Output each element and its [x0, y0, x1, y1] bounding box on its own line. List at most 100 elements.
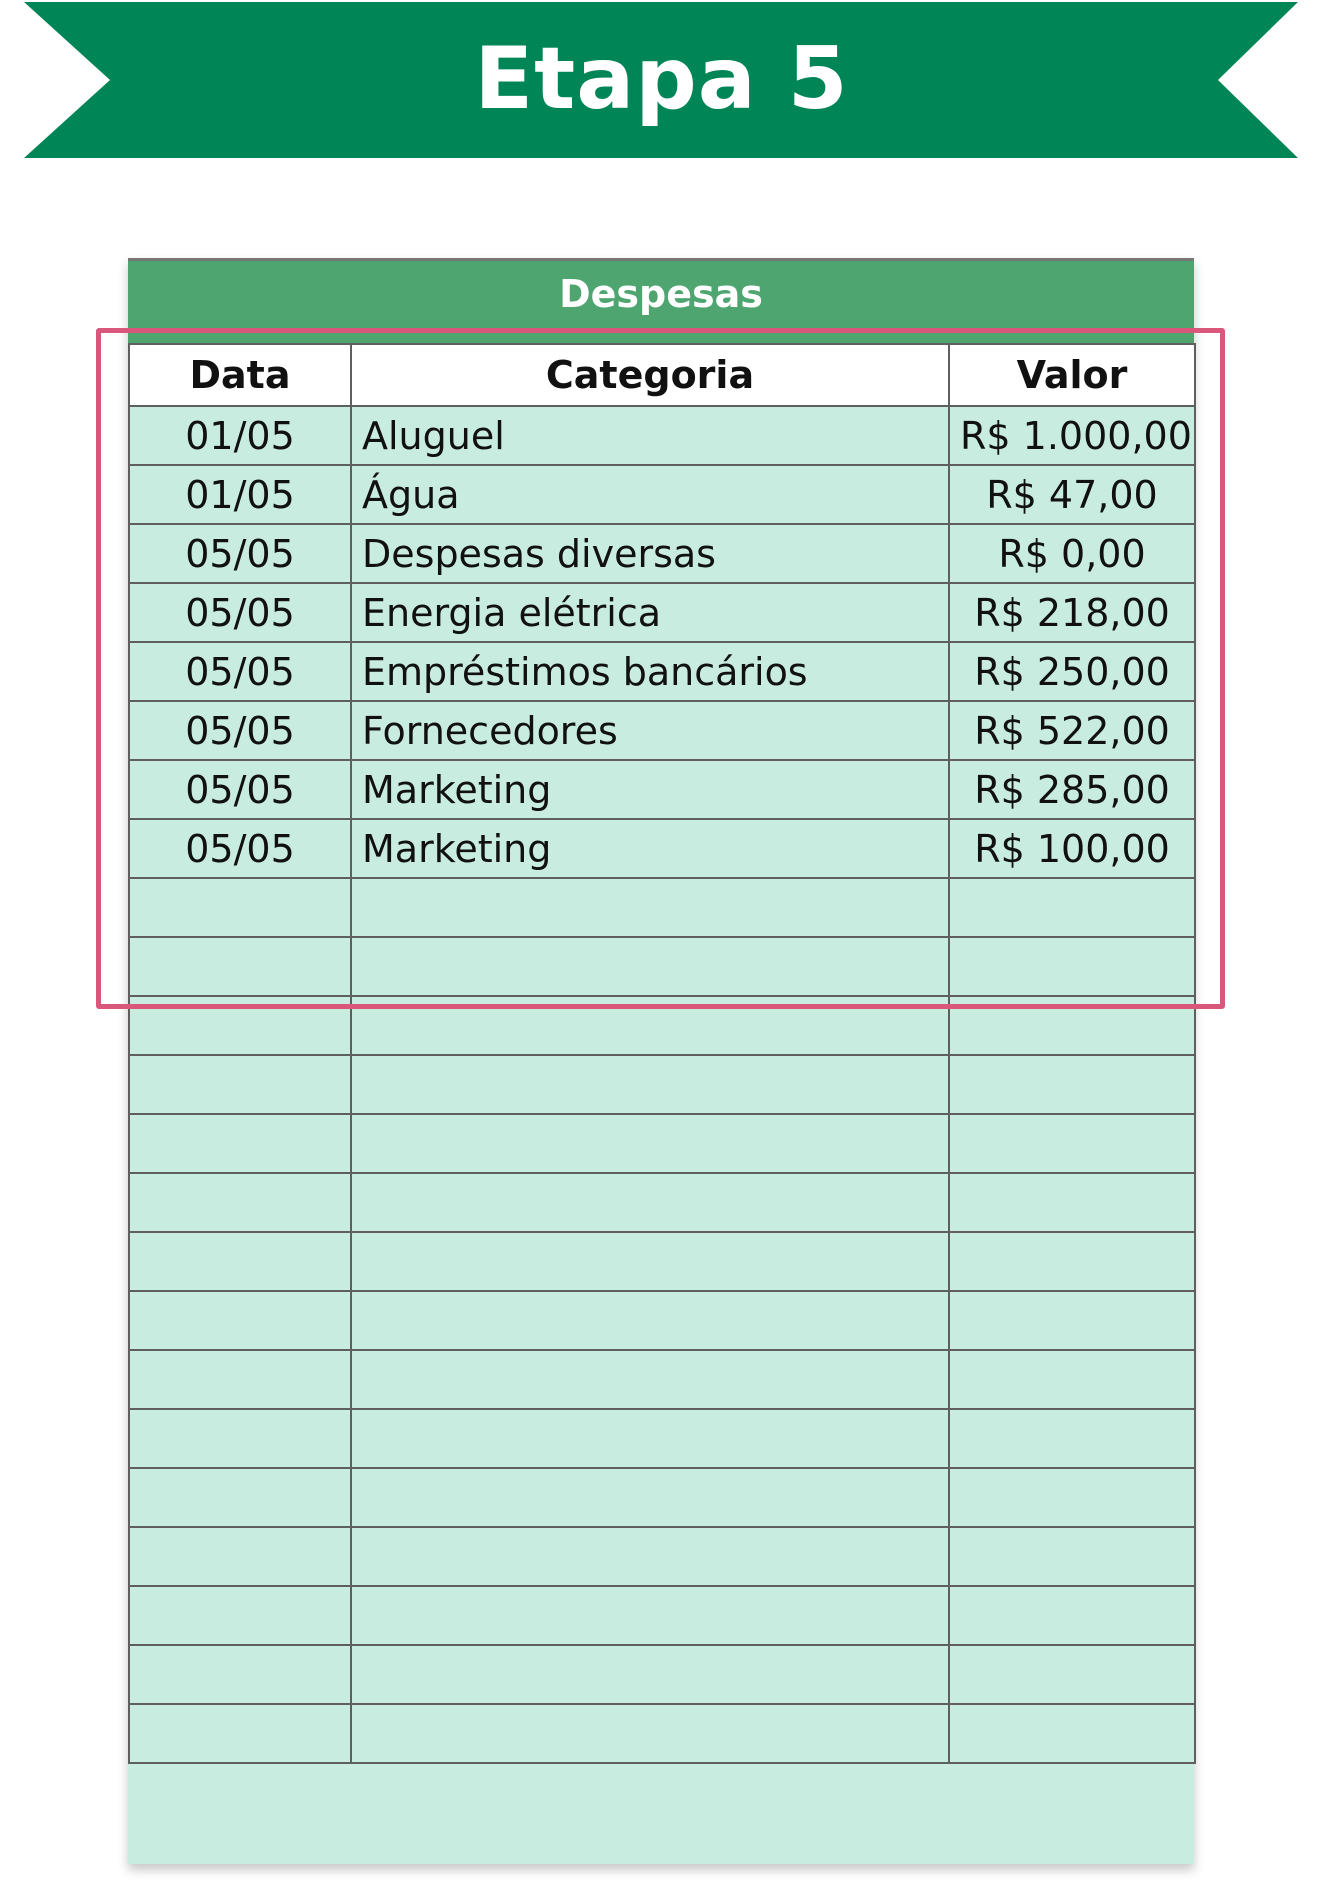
empty-cell[interactable] — [948, 1644, 1196, 1705]
empty-table-row — [128, 936, 1196, 997]
cell-category[interactable]: Aluguel — [350, 405, 950, 466]
cell-date[interactable]: 05/05 — [128, 641, 352, 702]
cell-category[interactable]: Energia elétrica — [350, 582, 950, 643]
table-row: 05/05 Fornecedores R$ 522,00 — [128, 700, 1196, 761]
empty-cell[interactable] — [948, 1054, 1196, 1115]
sheet-header: Despesas — [128, 258, 1194, 343]
empty-cell[interactable] — [128, 1644, 352, 1705]
empty-cell[interactable] — [948, 1526, 1196, 1587]
cell-date[interactable]: 01/05 — [128, 464, 352, 525]
empty-cell[interactable] — [350, 1703, 950, 1764]
table-row: 05/05 Marketing R$ 100,00 — [128, 818, 1196, 879]
empty-cell[interactable] — [350, 877, 950, 938]
cell-value[interactable]: R$ 285,00 — [948, 759, 1196, 820]
cell-date[interactable]: 05/05 — [128, 523, 352, 584]
column-header-date[interactable]: Data — [128, 343, 352, 407]
empty-cell[interactable] — [350, 1644, 950, 1705]
cell-date[interactable]: 01/05 — [128, 405, 352, 466]
cell-value[interactable]: R$ 250,00 — [948, 641, 1196, 702]
empty-cell[interactable] — [350, 1231, 950, 1292]
cell-category[interactable]: Marketing — [350, 818, 950, 879]
empty-cell[interactable] — [948, 1349, 1196, 1410]
cell-category[interactable]: Empréstimos bancários — [350, 641, 950, 702]
cell-category[interactable]: Fornecedores — [350, 700, 950, 761]
empty-cell[interactable] — [350, 1408, 950, 1469]
cell-value[interactable]: R$ 218,00 — [948, 582, 1196, 643]
empty-table-row — [128, 1290, 1196, 1351]
empty-cell[interactable] — [350, 1526, 950, 1587]
empty-cell[interactable] — [128, 936, 352, 997]
empty-cell[interactable] — [350, 995, 950, 1056]
empty-cell[interactable] — [128, 1054, 352, 1115]
empty-cell[interactable] — [128, 877, 352, 938]
column-header-category[interactable]: Categoria — [350, 343, 950, 407]
table-body: 01/05 Aluguel R$ 1.000,00 01/05 Água R$ 47,00… — [128, 405, 1196, 1764]
empty-cell[interactable] — [350, 1290, 950, 1351]
cell-value[interactable]: R$ 0,00 — [948, 523, 1196, 584]
empty-cell[interactable] — [948, 1231, 1196, 1292]
empty-table-row — [128, 877, 1196, 938]
cell-value[interactable]: R$ 1.000,00 — [948, 405, 1196, 466]
empty-cell[interactable] — [350, 1113, 950, 1174]
expenses-sheet: Despesas Data Categoria Valor 01/05 Alugu… — [128, 258, 1196, 1864]
cell-date[interactable]: 05/05 — [128, 818, 352, 879]
empty-cell[interactable] — [350, 1054, 950, 1115]
empty-cell[interactable] — [948, 1172, 1196, 1233]
empty-cell[interactable] — [948, 1113, 1196, 1174]
empty-table-row — [128, 1113, 1196, 1174]
cell-category[interactable]: Água — [350, 464, 950, 525]
banner-title: Etapa 5 — [474, 29, 849, 129]
table-row: 05/05 Despesas diversas R$ 0,00 — [128, 523, 1196, 584]
empty-cell[interactable] — [948, 1467, 1196, 1528]
empty-cell[interactable] — [128, 1290, 352, 1351]
empty-cell[interactable] — [128, 1113, 352, 1174]
empty-cell[interactable] — [948, 1290, 1196, 1351]
expenses-table: Data Categoria Valor 01/05 Aluguel R$ 1.00… — [128, 343, 1196, 1764]
table-row: 01/05 Água R$ 47,00 — [128, 464, 1196, 525]
cell-category[interactable]: Despesas diversas — [350, 523, 950, 584]
empty-cell[interactable] — [948, 1408, 1196, 1469]
cell-date[interactable]: 05/05 — [128, 700, 352, 761]
table-row: 05/05 Energia elétrica R$ 218,00 — [128, 582, 1196, 643]
empty-cell[interactable] — [128, 1408, 352, 1469]
empty-cell[interactable] — [948, 877, 1196, 938]
cell-value[interactable]: R$ 522,00 — [948, 700, 1196, 761]
step-banner: Etapa 5 — [0, 0, 1323, 160]
empty-cell[interactable] — [350, 1467, 950, 1528]
empty-cell[interactable] — [128, 1231, 352, 1292]
empty-cell[interactable] — [128, 1172, 352, 1233]
cell-category[interactable]: Marketing — [350, 759, 950, 820]
empty-cell[interactable] — [128, 1467, 352, 1528]
table-row: 05/05 Empréstimos bancários R$ 250,00 — [128, 641, 1196, 702]
cell-date[interactable]: 05/05 — [128, 759, 352, 820]
empty-cell[interactable] — [948, 936, 1196, 997]
empty-table-row — [128, 1172, 1196, 1233]
column-header-value[interactable]: Valor — [948, 343, 1196, 407]
empty-cell[interactable] — [350, 1585, 950, 1646]
empty-table-row — [128, 1585, 1196, 1646]
cell-value[interactable]: R$ 47,00 — [948, 464, 1196, 525]
empty-cell[interactable] — [350, 936, 950, 997]
cell-value[interactable]: R$ 100,00 — [948, 818, 1196, 879]
empty-cell[interactable] — [128, 1585, 352, 1646]
empty-cell[interactable] — [350, 1172, 950, 1233]
empty-table-row — [128, 1526, 1196, 1587]
empty-cell[interactable] — [350, 1349, 950, 1410]
empty-cell[interactable] — [128, 1526, 352, 1587]
empty-cell[interactable] — [948, 1703, 1196, 1764]
empty-cell[interactable] — [128, 1703, 352, 1764]
cell-date[interactable]: 05/05 — [128, 582, 352, 643]
empty-cell[interactable] — [128, 995, 352, 1056]
empty-table-row — [128, 1349, 1196, 1410]
banner-ribbon-shape — [24, 2, 1298, 158]
empty-table-row — [128, 1467, 1196, 1528]
empty-table-row — [128, 1231, 1196, 1292]
empty-cell[interactable] — [128, 1349, 352, 1410]
empty-cell[interactable] — [948, 995, 1196, 1056]
empty-table-row — [128, 1054, 1196, 1115]
empty-table-row — [128, 1644, 1196, 1705]
empty-cell[interactable] — [948, 1585, 1196, 1646]
empty-table-row — [128, 995, 1196, 1056]
sheet-title: Despesas — [559, 272, 763, 316]
table-row: 01/05 Aluguel R$ 1.000,00 — [128, 405, 1196, 466]
